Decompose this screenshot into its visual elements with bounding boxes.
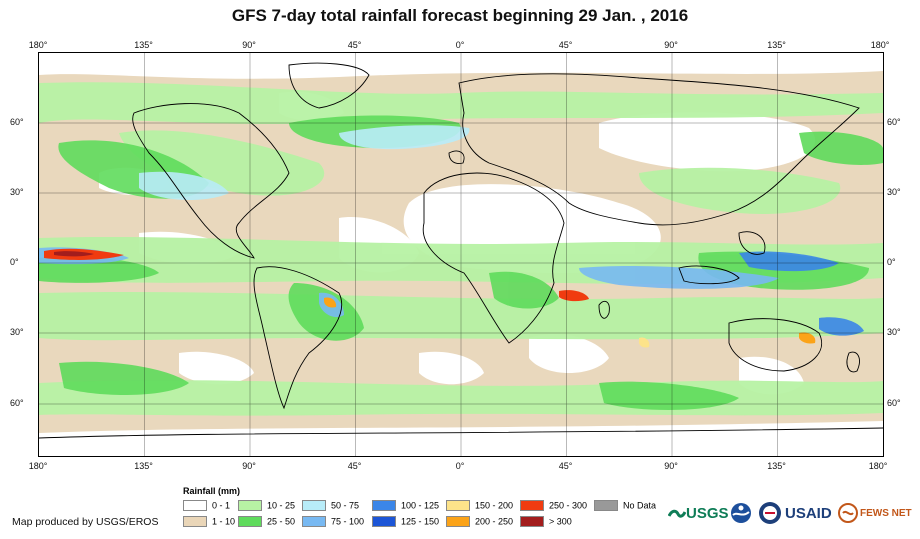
- lon-tick-top-2: 135°: [134, 40, 153, 50]
- usgs-logo-text: USGS: [686, 504, 729, 522]
- lon-tick-bottom-8: 135°: [767, 461, 786, 471]
- lon-tick-top-3: 90°: [242, 40, 256, 50]
- lat-tick-left-1: 60°: [10, 117, 24, 127]
- legend-label: 10 - 25: [267, 500, 296, 511]
- legend-item-150-200: 150 - 200: [446, 500, 514, 512]
- legend-label: 150 - 200: [475, 500, 514, 511]
- legend-item-no-data: No Data: [594, 500, 657, 512]
- lat-tick-right-5: 60°: [887, 398, 901, 408]
- lon-tick-bottom-4: 45°: [347, 461, 362, 471]
- usaid-logo: USAID: [758, 498, 832, 528]
- lat-tick-left-4: 30°: [10, 327, 24, 337]
- legend-swatch: [238, 516, 262, 528]
- legend-item-125-150: 125 - 150: [372, 516, 440, 528]
- lat-tick-right-1: 60°: [887, 117, 901, 127]
- legend-swatch: [183, 500, 207, 512]
- legend-label: > 300: [549, 516, 572, 527]
- lon-tick-top-9: 180°: [870, 40, 890, 50]
- fews-net-logo: FEWS NET: [838, 498, 912, 528]
- legend-swatch: [372, 516, 396, 528]
- lon-tick-top-5: 0°: [455, 40, 465, 50]
- noaa-emblem-icon: [731, 503, 751, 523]
- legend-swatch: [302, 516, 326, 528]
- legend-item-75-100: 75 - 100: [302, 516, 365, 528]
- legend-label: 25 - 50: [267, 516, 296, 527]
- legend-item-100-125: 100 - 125: [372, 500, 440, 512]
- legend-swatch: [183, 516, 207, 528]
- lon-tick-top-6: 45°: [558, 40, 573, 50]
- legend-label: 125 - 150: [401, 516, 440, 527]
- lon-tick-top-4: 45°: [347, 40, 362, 50]
- legend-item-1-10: 1 - 10: [183, 516, 236, 528]
- lat-tick-right-4: 30°: [887, 327, 901, 337]
- lon-tick-top-1: 180°: [28, 40, 48, 50]
- legend-label: 0 - 1: [212, 500, 231, 511]
- usgs-wave-icon: [668, 509, 686, 518]
- legend-item-200-250: 200 - 250: [446, 516, 514, 528]
- map-credit: Map produced by USGS/EROS: [12, 516, 159, 528]
- lat-tick-left-2: 30°: [10, 187, 24, 197]
- noaa-logo: [730, 498, 752, 528]
- lon-tick-bottom-9: 180°: [868, 461, 888, 471]
- rainfall-map: [38, 52, 884, 457]
- fews-globe-icon: [838, 503, 858, 523]
- legend-swatch: [446, 500, 470, 512]
- legend-label: No Data: [623, 500, 657, 511]
- legend-item-over-300: > 300: [520, 516, 572, 528]
- legend-item-25-50: 25 - 50: [238, 516, 296, 528]
- lat-tick-right-3: 0°: [887, 257, 896, 267]
- graticule: [39, 53, 883, 456]
- legend-item-250-300: 250 - 300: [520, 500, 588, 512]
- legend-label: 100 - 125: [401, 500, 440, 511]
- legend-label: 50 - 75: [331, 500, 360, 511]
- lon-tick-top-7: 90°: [664, 40, 678, 50]
- lon-tick-bottom-6: 45°: [558, 461, 573, 471]
- usaid-seal-icon: [759, 502, 781, 524]
- lon-tick-bottom-3: 90°: [242, 461, 256, 471]
- legend-swatch: [520, 500, 544, 512]
- lon-tick-bottom-2: 135°: [134, 461, 153, 471]
- legend-label: 75 - 100: [331, 516, 365, 527]
- legend-label: 200 - 250: [475, 516, 514, 527]
- legend-item-50-75: 50 - 75: [302, 500, 360, 512]
- legend-item-0-1: 0 - 1: [183, 500, 231, 512]
- lat-tick-left-3: 0°: [10, 257, 19, 267]
- lat-tick-right-2: 30°: [887, 187, 901, 197]
- legend-swatch: [238, 500, 262, 512]
- legend-item-10-25: 10 - 25: [238, 500, 296, 512]
- legend-swatch: [520, 516, 544, 528]
- usaid-logo-text: USAID: [785, 504, 832, 522]
- legend-label: 1 - 10: [212, 516, 236, 527]
- coastlines: [39, 62, 883, 439]
- legend-swatch: [446, 516, 470, 528]
- lon-tick-bottom-1: 180°: [28, 461, 48, 471]
- rainfall-map-svg: [39, 53, 883, 456]
- fews-net-logo-text: FEWS NET: [860, 507, 912, 519]
- legend-swatch: [594, 500, 618, 512]
- usgs-logo: USGS: [668, 498, 729, 528]
- legend-swatch: [302, 500, 326, 512]
- lon-tick-bottom-7: 90°: [664, 461, 678, 471]
- lat-tick-left-5: 60°: [10, 398, 24, 408]
- legend-label: 250 - 300: [549, 500, 588, 511]
- legend-title: Rainfall (mm): [183, 486, 241, 496]
- map-title: GFS 7-day total rainfall forecast beginn…: [231, 6, 689, 25]
- lon-tick-bottom-5: 0°: [455, 461, 465, 471]
- lon-tick-top-8: 135°: [767, 40, 786, 50]
- legend-swatch: [372, 500, 396, 512]
